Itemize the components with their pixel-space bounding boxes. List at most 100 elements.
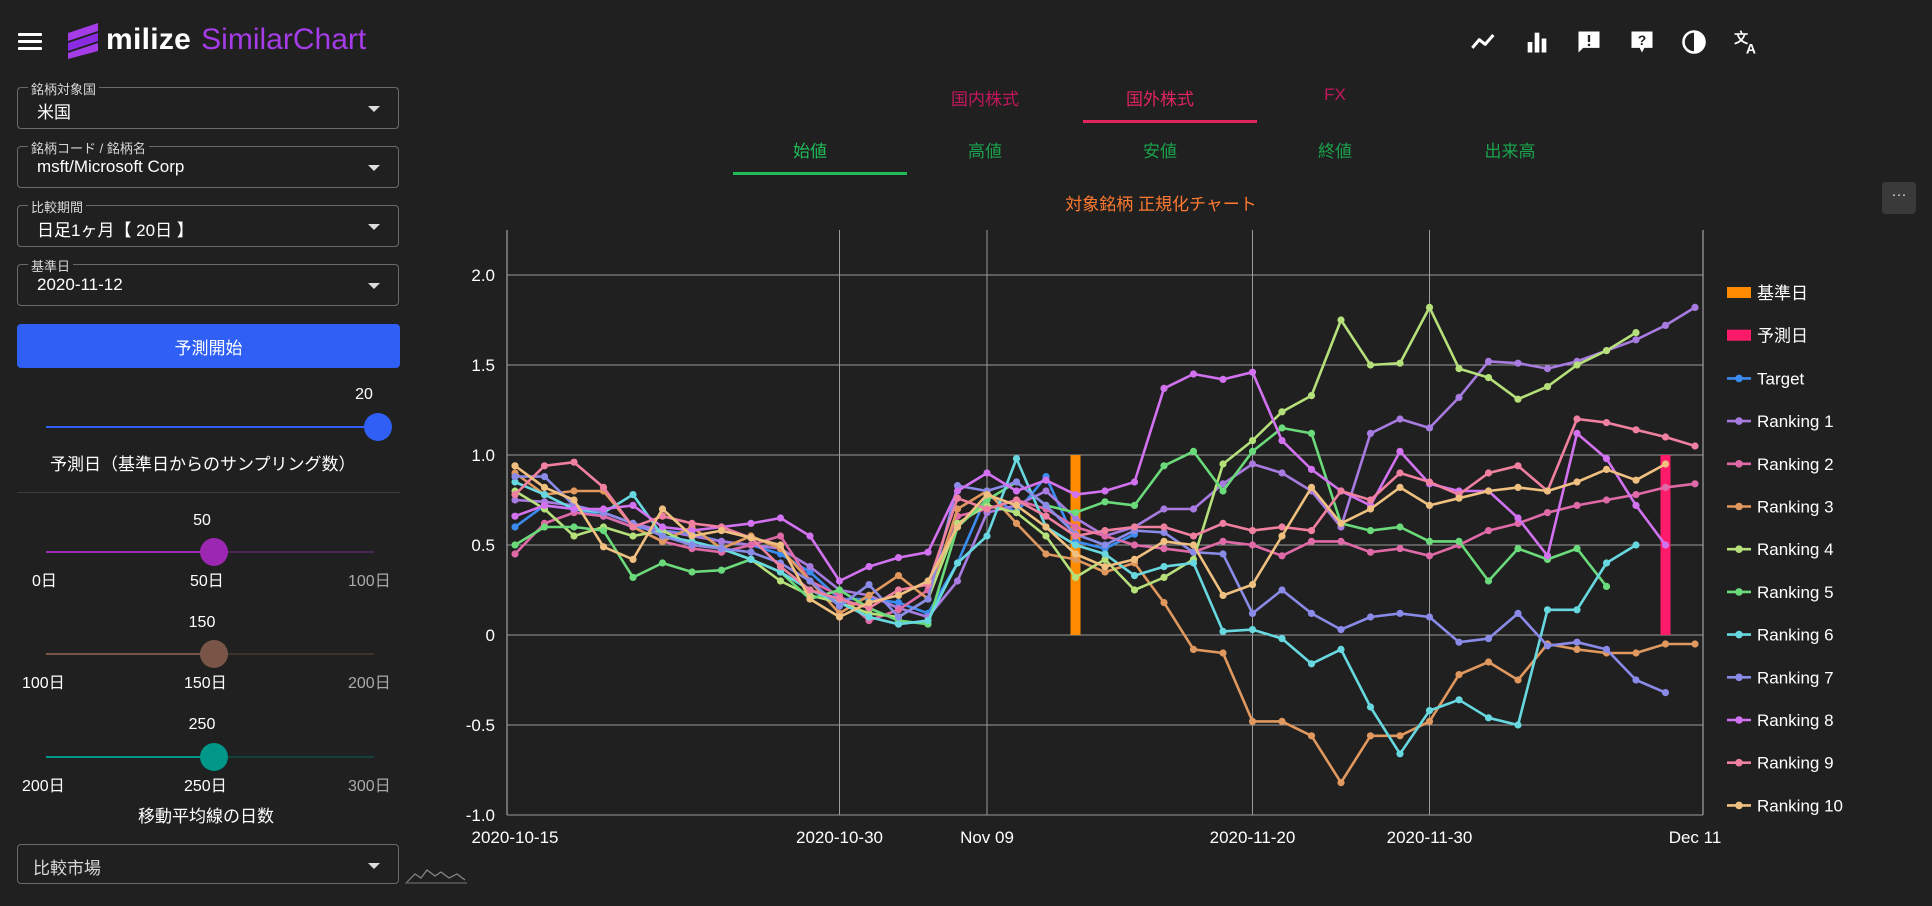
data-point	[1042, 476, 1050, 484]
data-point	[570, 505, 578, 513]
data-point	[688, 532, 696, 540]
tab-domestic-stocks[interactable]: 国内株式	[951, 90, 1019, 109]
tab-low-price[interactable]: 安値	[1143, 142, 1177, 161]
data-point	[1514, 676, 1522, 684]
data-point	[924, 595, 932, 603]
legend-marker	[1735, 417, 1743, 425]
y-tick-label: 0.5	[471, 536, 495, 555]
data-point	[894, 620, 903, 628]
data-point	[1543, 642, 1552, 650]
data-point	[1071, 508, 1080, 517]
chevron-down-icon	[368, 283, 380, 289]
legend-swatch	[1727, 287, 1751, 298]
data-point	[1484, 714, 1493, 722]
data-point	[629, 523, 637, 531]
data-point	[1101, 527, 1109, 535]
tab-open-price[interactable]: 始値	[793, 142, 827, 161]
data-point	[1573, 361, 1581, 369]
bar-chart-icon[interactable]	[1523, 28, 1551, 56]
contrast-icon[interactable]	[1680, 28, 1708, 56]
data-point	[1160, 505, 1168, 513]
line-chart-icon[interactable]	[1470, 28, 1498, 56]
data-point	[1366, 505, 1375, 513]
data-point	[1543, 365, 1552, 373]
ma-slider-1-thumb[interactable]	[200, 538, 228, 566]
menu-icon[interactable]	[18, 33, 42, 51]
data-point	[1573, 501, 1581, 509]
data-point	[1366, 613, 1375, 621]
data-point	[1484, 357, 1493, 365]
start-forecast-button[interactable]: 予測開始	[17, 324, 400, 368]
data-point	[894, 606, 903, 614]
y-tick-label: -1.0	[466, 806, 495, 825]
data-point	[540, 473, 549, 481]
series-line-ranking-9	[514, 417, 1696, 610]
data-point	[865, 599, 873, 607]
data-point	[1101, 550, 1109, 558]
data-point	[1248, 368, 1257, 376]
legend-label: Ranking 5	[1757, 583, 1834, 602]
data-point	[1160, 563, 1168, 571]
data-point	[1661, 460, 1670, 468]
data-point	[1425, 707, 1434, 715]
ma-slider-2-thumb[interactable]	[200, 640, 228, 668]
data-point	[570, 458, 578, 466]
market-select[interactable]: 比較市場	[17, 844, 399, 884]
help-icon[interactable]: ?	[1628, 28, 1656, 56]
ma-slider-2-max: 200日	[348, 675, 391, 692]
data-point	[1661, 483, 1670, 491]
data-point	[983, 532, 991, 540]
data-point	[1012, 478, 1021, 486]
data-point	[1160, 384, 1168, 392]
symbol-select[interactable]: 銘柄コード / 銘柄名 msft/Microsoft Corp	[17, 138, 399, 188]
forecast-slider-thumb[interactable]	[364, 413, 392, 441]
x-tick-label: 2020-11-30	[1387, 828, 1473, 847]
base-date-select[interactable]: 基準日 2020-11-12	[17, 256, 399, 306]
feedback-icon[interactable]	[1575, 28, 1603, 56]
data-point	[1130, 586, 1139, 594]
data-point	[1425, 552, 1434, 560]
country-select[interactable]: 銘柄対象国 米国	[17, 79, 399, 129]
data-point	[1012, 496, 1021, 504]
data-point	[1366, 703, 1375, 711]
more-options-button[interactable]: ···	[1882, 182, 1916, 214]
tab-high-price[interactable]: 高値	[968, 142, 1002, 161]
data-point	[747, 541, 755, 549]
data-point	[1691, 640, 1699, 648]
data-point	[1337, 537, 1345, 546]
legend-marker	[1735, 673, 1743, 682]
forecast-slider-track[interactable]	[46, 426, 378, 428]
data-point	[511, 541, 519, 549]
data-point	[1219, 591, 1227, 600]
data-point	[511, 473, 519, 481]
data-point	[1307, 483, 1316, 491]
data-point	[1248, 541, 1257, 549]
data-point	[894, 599, 903, 607]
data-point	[1632, 676, 1640, 684]
data-point	[658, 532, 667, 540]
data-point	[717, 527, 726, 535]
chart-title: 対象銘柄 正規化チャート	[1065, 195, 1257, 214]
data-point	[1337, 316, 1345, 324]
data-point	[1573, 478, 1581, 486]
data-point	[1396, 469, 1404, 477]
data-point	[865, 591, 873, 600]
tab-volume[interactable]: 出来高	[1484, 142, 1536, 161]
data-point	[1101, 568, 1109, 576]
data-point	[1573, 415, 1581, 423]
data-point	[1425, 478, 1434, 486]
data-point	[570, 487, 578, 495]
data-point	[1160, 528, 1168, 537]
tab-foreign-stocks[interactable]: 国外株式	[1126, 90, 1194, 109]
tab-close-price[interactable]: 終値	[1318, 142, 1352, 161]
period-select[interactable]: 比較期間 日足1ヶ月【 20日 】	[17, 197, 399, 247]
data-point	[1484, 658, 1493, 666]
tab-fx[interactable]: FX	[1324, 85, 1346, 104]
data-point	[1012, 501, 1021, 509]
ma-slider-3-thumb[interactable]	[200, 743, 228, 771]
data-point	[1160, 545, 1168, 553]
y-tick-label: 1.5	[471, 356, 495, 375]
data-point	[806, 577, 814, 585]
legend-label: Ranking 4	[1757, 540, 1834, 559]
